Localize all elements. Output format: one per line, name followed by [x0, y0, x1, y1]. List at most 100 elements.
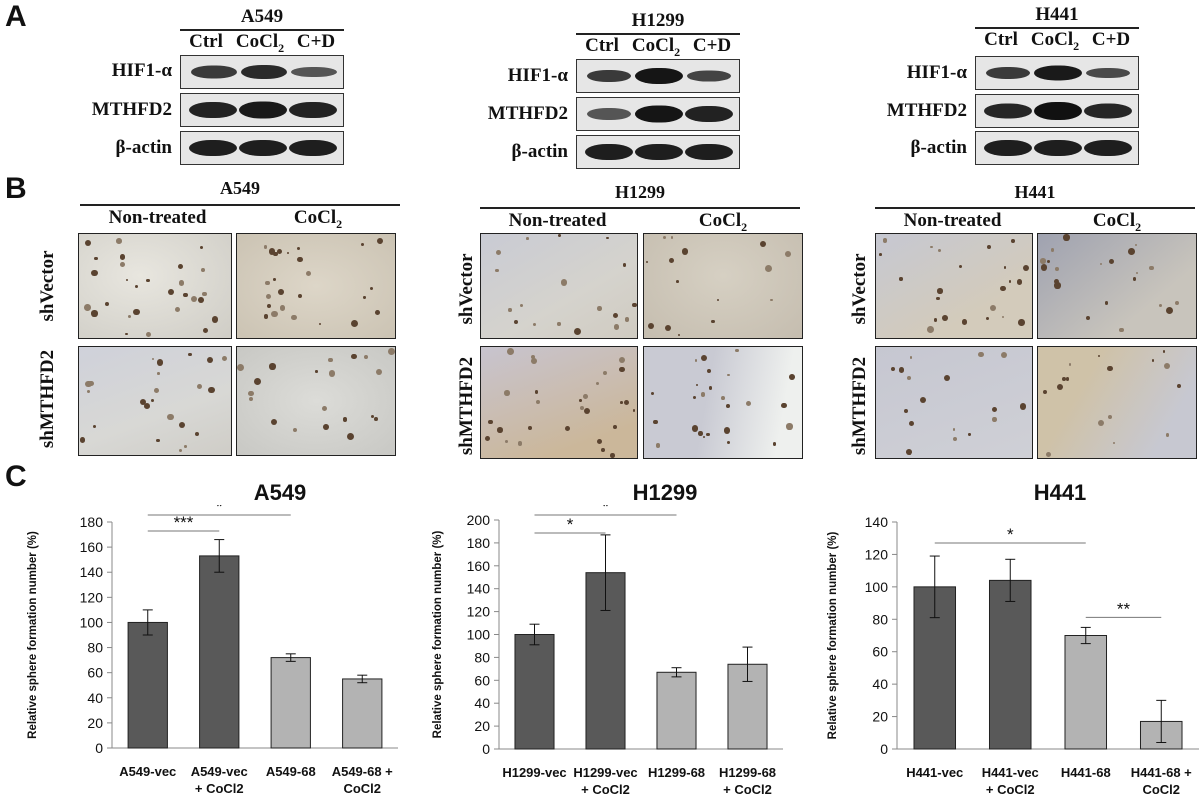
- sphere-dot: [533, 322, 537, 326]
- micrograph: [78, 346, 232, 456]
- sphere-dot: [613, 424, 618, 429]
- sphere-dot: [297, 294, 302, 299]
- condition-label: Non-treated: [508, 210, 607, 231]
- micrograph: [480, 346, 638, 459]
- y-tick-label: 40: [872, 676, 888, 692]
- sphere-dot: [135, 285, 139, 289]
- sphere-dot: [297, 256, 303, 263]
- sphere-dot: [1166, 306, 1174, 314]
- sphere-dot: [678, 333, 681, 337]
- micrograph: [643, 346, 803, 459]
- sphere-dot: [583, 408, 590, 415]
- sphere-dot: [706, 432, 710, 437]
- micrograph: [1037, 233, 1197, 339]
- y-tick-label: 80: [87, 640, 103, 656]
- sphere-dot: [342, 416, 348, 422]
- significance-label: *: [567, 515, 574, 534]
- protein-label: MTHFD2: [487, 103, 568, 124]
- micro-cell-line-h441: H441: [1014, 182, 1056, 202]
- lane-label: Ctrl: [585, 35, 619, 56]
- micrograph: [875, 233, 1033, 339]
- sphere-dot: [670, 236, 673, 239]
- bar: [656, 671, 697, 750]
- sphere-dot: [202, 328, 208, 334]
- sphere-dot: [237, 363, 245, 371]
- panel-letter-a: A: [5, 0, 27, 33]
- sphere-dot: [196, 383, 203, 389]
- sphere-dot: [1009, 280, 1012, 283]
- y-tick-label: 100: [467, 627, 491, 643]
- sphere-dot: [152, 357, 155, 361]
- sphere-dot: [531, 354, 536, 360]
- sphere-dot: [1040, 264, 1048, 271]
- lane-label: C+D: [296, 31, 336, 52]
- sphere-dot: [760, 240, 767, 247]
- sphere-dot: [91, 310, 98, 317]
- sphere-dot: [1098, 354, 1101, 357]
- sphere-dot: [619, 366, 625, 373]
- blot-beta-actin: [576, 135, 740, 169]
- sphere-dot: [531, 357, 537, 364]
- sphere-dot: [920, 396, 927, 403]
- x-tick-label: CoCl2: [1142, 782, 1180, 797]
- sphere-dot: [723, 426, 731, 434]
- sphere-dot: [772, 442, 777, 447]
- significance-label: *: [216, 505, 223, 516]
- micrograph: [236, 233, 396, 339]
- sphere-dot: [927, 326, 935, 333]
- sphere-dot: [505, 440, 509, 444]
- y-tick-label: 0: [880, 741, 888, 757]
- bar: [127, 621, 168, 749]
- micro-header-line: [480, 207, 800, 209]
- sphere-dot: [504, 390, 510, 396]
- blot-header-line: [180, 29, 344, 31]
- sphere-dot: [943, 374, 951, 382]
- sphere-dot: [84, 303, 91, 311]
- bar: [270, 657, 311, 749]
- bar: [1064, 635, 1108, 750]
- sphere-dot: [92, 424, 96, 428]
- micrograph: [1037, 346, 1197, 459]
- x-tick-label: + CoCl2: [195, 781, 244, 796]
- sphere-dot: [84, 240, 91, 247]
- protein-label: β-actin: [115, 137, 172, 158]
- lane-label: C+D: [1091, 29, 1131, 50]
- sphere-dot: [279, 305, 285, 311]
- row-label: shVector: [37, 250, 58, 322]
- blot-hif1a: [180, 55, 344, 89]
- sphere-dot: [201, 268, 206, 272]
- sphere-dot: [1128, 247, 1135, 255]
- sphere-dot: [178, 280, 185, 286]
- lane-label: Ctrl: [189, 31, 223, 52]
- sphere-dot: [90, 269, 98, 277]
- sphere-dot: [788, 427, 791, 431]
- sphere-dot: [517, 441, 523, 446]
- sphere-dot: [605, 236, 609, 240]
- sphere-dot: [557, 322, 561, 326]
- sphere-dot: [1158, 303, 1162, 308]
- sphere-dot: [930, 245, 933, 249]
- sphere-dot: [1113, 442, 1116, 445]
- sphere-dot: [698, 431, 703, 436]
- sphere-dot: [655, 442, 661, 448]
- sphere-dot: [1066, 377, 1070, 381]
- sphere-dot: [157, 372, 160, 375]
- sphere-dot: [183, 444, 187, 448]
- blot-mthfd2: [975, 94, 1139, 128]
- sphere-dot: [600, 448, 605, 452]
- sphere-dot: [195, 431, 200, 436]
- sphere-dot: [987, 245, 991, 250]
- sphere-dot: [364, 355, 368, 359]
- sphere-dot: [653, 419, 658, 424]
- y-tick-label: 160: [467, 558, 491, 574]
- sphere-dot: [662, 235, 667, 239]
- sphere-dot: [574, 328, 582, 336]
- bar: [988, 579, 1032, 750]
- sphere-dot: [909, 356, 913, 359]
- sphere-dot: [985, 316, 989, 320]
- sphere-dot: [1162, 350, 1166, 353]
- y-tick-label: 140: [80, 564, 104, 580]
- sphere-dot: [961, 319, 968, 325]
- x-tick-label: H1299-vec: [502, 765, 566, 780]
- sphere-dot: [700, 392, 706, 398]
